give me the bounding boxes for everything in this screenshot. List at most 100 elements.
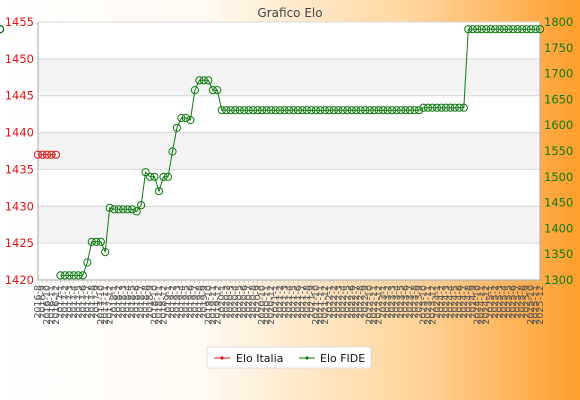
data-point-elo-fide — [119, 205, 128, 214]
data-point-elo-fide — [302, 106, 311, 115]
x-tick-label: 2022-6 — [347, 285, 358, 319]
x-tick-label: 2025-2 — [490, 285, 501, 319]
x-tick-label: 2019-4 — [176, 285, 187, 319]
right-tick-label: 1450 — [544, 196, 573, 210]
x-tick-label: 2018-8 — [141, 285, 152, 319]
legend-box — [206, 346, 372, 369]
legend-item-elo-italia: Elo Italia — [214, 352, 283, 365]
data-point-elo-fide — [271, 106, 280, 115]
plot-band — [38, 243, 540, 280]
data-point-elo-fide — [231, 106, 240, 115]
data-point-elo-fide — [388, 106, 397, 115]
x-tick-label: 2016-10 — [42, 285, 53, 325]
data-point-elo-fide — [437, 103, 446, 112]
x-tick-label: 2023-1 — [378, 285, 389, 319]
x-tick-label: 2023-10 — [418, 285, 429, 325]
data-point-elo-fide — [526, 25, 536, 34]
right-axis-ticks: 1300 1350 1400 1450 1500 1550 1600 1650 1700 1750… — [544, 15, 573, 287]
legend-item-elo-fide: Elo FIDE — [299, 352, 365, 365]
x-tick-label: 2018-11 — [154, 285, 165, 325]
data-point-elo-fide — [226, 106, 235, 115]
data-point-elo-fide — [329, 106, 338, 115]
data-point-elo-italia — [51, 150, 61, 159]
plot-band — [38, 132, 540, 170]
x-tick-label: 2019-12 — [212, 285, 223, 325]
x-tick-label: 2021-1 — [271, 285, 282, 319]
x-tick-label: 2017-9 — [91, 285, 102, 319]
data-point-elo-fide — [204, 76, 213, 85]
data-point-elo-fide — [96, 237, 105, 246]
right-tick-label: 1700 — [544, 67, 573, 81]
data-point-elo-fide — [110, 205, 119, 214]
x-tick-label: 2025-10 — [526, 285, 537, 325]
right-tick-label: 1500 — [544, 170, 573, 184]
x-tick-label: 2017-7 — [82, 285, 93, 319]
x-tick-label: 2022-1 — [324, 285, 335, 319]
chart-title: Grafico Elo — [257, 6, 322, 20]
x-tick-label: 2020-9 — [253, 285, 264, 319]
x-tick-label: 2017-10 — [96, 285, 107, 325]
data-point-elo-fide — [365, 106, 374, 115]
x-tick-label: 2020-11 — [262, 285, 273, 325]
x-tick-label: 2022-5 — [342, 285, 353, 319]
x-tick-label: 2022-11 — [369, 285, 380, 325]
data-point-elo-fide — [69, 271, 79, 280]
x-tick-label: 2017-11 — [100, 285, 111, 325]
data-point-elo-fide — [316, 106, 325, 115]
plot-background — [38, 22, 540, 280]
data-point-elo-fide — [298, 106, 307, 115]
data-point-elo-fide — [504, 25, 513, 34]
x-tick-label: 2021-8 — [302, 285, 313, 319]
x-tick-label: 2019-6 — [185, 285, 196, 319]
x-tick-label: 2021-10 — [311, 285, 322, 325]
data-point-elo-fide — [455, 103, 464, 112]
data-point-elo-fide — [217, 106, 226, 115]
data-point-elo-fide — [486, 25, 495, 34]
x-tick-label: 2017-8 — [87, 285, 98, 319]
data-point-elo-fide — [195, 76, 204, 85]
data-point-elo-fide — [0, 25, 5, 34]
data-point-elo-fide — [370, 106, 379, 115]
data-point-elo-fide — [128, 205, 137, 214]
right-tick-label: 1400 — [544, 221, 573, 235]
x-tick-label: 2025-4 — [499, 285, 510, 319]
x-tick-label: 2020-10 — [257, 285, 268, 325]
x-tick-label: 2022-7 — [351, 285, 362, 319]
x-tick-label: 2023-4 — [392, 285, 403, 319]
right-tick-label: 1650 — [544, 92, 573, 106]
x-tick-label: 2018-4 — [123, 285, 134, 319]
data-point-elo-fide — [334, 106, 343, 115]
x-tick-label: 2022-8 — [356, 285, 367, 319]
x-tick-label: 2023-2 — [383, 285, 394, 319]
x-tick-label: 2024-4 — [445, 285, 456, 319]
data-point-elo-fide — [392, 106, 401, 115]
data-point-elo-fide — [114, 205, 123, 214]
x-tick-label: 2024-1 — [432, 285, 443, 319]
x-tick-label: 2018-9 — [145, 285, 156, 319]
x-tick-label: 2018-2 — [114, 285, 125, 319]
data-point-elo-fide — [235, 106, 244, 115]
data-point-elo-fide — [535, 25, 545, 34]
right-tick-label: 1600 — [544, 118, 573, 132]
data-point-elo-fide — [500, 25, 509, 34]
data-point-elo-fide — [186, 115, 195, 125]
data-point-elo-fide — [159, 172, 168, 181]
x-tick-label: 2024-8 — [463, 285, 474, 319]
x-tick-label: 2020-8 — [248, 285, 259, 319]
plot-band — [38, 169, 540, 207]
x-tick-label: 2025-3 — [495, 285, 506, 319]
left-axis-ticks: 1420 1425 1430 1435 1440 1445 1450 1455 — [5, 15, 34, 287]
data-point-elo-fide — [414, 106, 424, 115]
data-point-elo-fide — [199, 76, 208, 85]
data-point-elo-fide — [258, 106, 267, 115]
left-tick-label: 1445 — [5, 89, 34, 103]
data-point-elo-fide — [154, 187, 164, 196]
data-point-elo-fide — [222, 106, 231, 115]
data-point-elo-fide — [495, 25, 504, 34]
data-point-elo-fide — [522, 25, 531, 34]
data-point-elo-fide — [459, 103, 468, 112]
data-point-elo-fide — [311, 106, 320, 115]
x-tick-label: 2022-12 — [374, 285, 385, 325]
data-point-elo-fide — [356, 106, 365, 115]
